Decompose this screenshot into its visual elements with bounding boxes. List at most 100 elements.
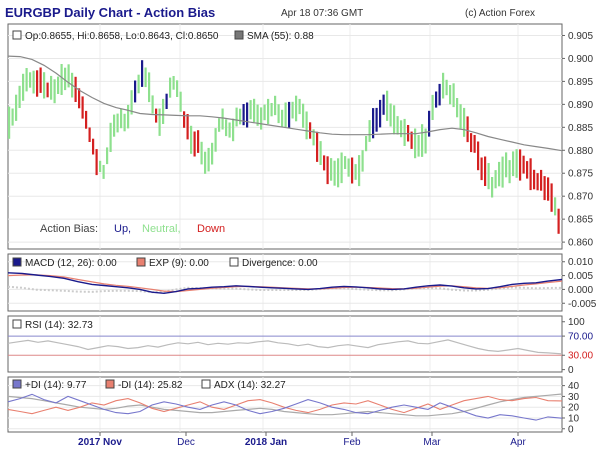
divergence-legend-swatch	[229, 257, 239, 267]
price-bar	[515, 149, 518, 178]
x-tick-label: Mar	[423, 437, 441, 448]
price-bar	[501, 156, 504, 188]
ohlc-legend-swatch	[12, 30, 22, 40]
price-bar	[218, 118, 221, 132]
price-bar	[319, 141, 322, 165]
price-bar	[291, 101, 294, 119]
price-bar	[25, 68, 28, 92]
price-bar	[15, 94, 18, 121]
price-bar	[148, 72, 151, 103]
price-bar	[193, 131, 196, 157]
price-bar	[424, 128, 427, 154]
price-bar	[246, 102, 249, 128]
price-bar	[536, 173, 539, 191]
price-bar	[130, 90, 133, 115]
price-bar	[333, 160, 336, 186]
price-bar	[207, 147, 210, 172]
price-bar	[375, 107, 378, 132]
price-bar	[466, 116, 469, 143]
price-bar	[53, 79, 56, 104]
y-tick-label: 0.885	[568, 123, 593, 134]
y-tick-label: 0.860	[568, 238, 593, 249]
price-bar	[442, 72, 445, 99]
price-bar	[487, 163, 490, 190]
price-bar	[172, 76, 175, 90]
price-bar	[60, 64, 63, 95]
price-panel-frame	[7, 23, 563, 250]
price-bar	[116, 113, 119, 133]
chart-brand: (c) Action Forex	[465, 8, 535, 19]
price-bar	[123, 113, 126, 132]
price-bar	[221, 108, 224, 130]
price-bar	[529, 158, 532, 191]
price-bar	[134, 80, 137, 103]
price-bar	[253, 98, 256, 123]
y-tick-label: 0.905	[568, 31, 593, 42]
price-bar	[239, 108, 242, 125]
price-bar	[302, 103, 305, 128]
price-bar	[298, 98, 301, 115]
price-bar	[270, 103, 273, 117]
y-tick-label: 40	[568, 381, 580, 392]
price-bar	[22, 73, 25, 101]
price-bar	[526, 161, 529, 179]
price-bar	[197, 130, 200, 153]
adx-line	[7, 393, 563, 417]
price-bar	[281, 109, 284, 127]
y-tick-label: -0.005	[568, 299, 597, 310]
price-bar	[428, 110, 431, 137]
y-tick-label: 0.865	[568, 215, 593, 226]
price-bar	[256, 104, 259, 126]
x-axis: 2017 Nov Dec 2018 Jan Feb Mar Apr	[78, 432, 526, 448]
price-bar	[382, 94, 385, 115]
chart-timestamp: Apr 18 07:36 GMT	[281, 8, 363, 19]
price-bar	[176, 80, 179, 97]
price-bar	[368, 120, 371, 142]
y-tick-label: 0.005	[568, 271, 593, 282]
rsi-panel: 100 70.00 30.00 0 RSI (14): 32.73	[7, 315, 593, 376]
price-bar	[445, 79, 448, 96]
minus-di-label: -DI (14): 25.82	[118, 380, 183, 391]
price-bar	[337, 158, 340, 188]
price-bar	[351, 157, 354, 184]
price-bar	[64, 67, 67, 91]
macd-gridlines	[8, 254, 562, 311]
price-bar	[85, 110, 88, 129]
y-tick-label: 10	[568, 413, 580, 424]
price-bar	[557, 208, 560, 234]
rsi-legend-swatch	[12, 319, 22, 329]
macd-label: MACD (12, 26): 0.00	[25, 258, 117, 269]
price-bar	[522, 155, 525, 174]
price-bar	[484, 156, 487, 186]
price-bar	[358, 155, 361, 187]
x-tick-label: Apr	[510, 437, 526, 448]
action-bias-up: Up,	[114, 223, 131, 235]
price-bar	[11, 108, 14, 126]
sma-line	[7, 55, 563, 152]
macd-y-axis: 0.010 0.005 0.000 -0.005	[562, 257, 597, 310]
y-tick-label: 100	[568, 317, 585, 328]
chart-title: EURGBP Daily Chart - Action Bias	[5, 5, 215, 20]
price-bar	[39, 67, 42, 93]
price-bar	[421, 124, 424, 157]
minus-di-legend-swatch	[105, 379, 115, 389]
price-bar	[459, 104, 462, 129]
macd-panel: 0.010 0.005 0.000 -0.005 MACD (12, 26): 0.0…	[7, 253, 597, 312]
divergence-label: Divergence: 0.00	[242, 258, 318, 269]
price-bar	[316, 131, 319, 162]
price-bar	[78, 88, 81, 109]
rsi-label: RSI (14): 32.73	[25, 320, 93, 331]
price-bar	[144, 67, 147, 88]
y-tick-label: 0.890	[568, 100, 593, 111]
price-bar	[109, 122, 112, 152]
price-bar	[288, 101, 291, 129]
price-bar	[438, 83, 441, 106]
price-bar	[92, 138, 95, 155]
action-bias-down: Down	[197, 223, 225, 235]
price-bar	[141, 60, 144, 87]
price-bar	[232, 118, 235, 142]
price-bar	[29, 72, 32, 88]
sma-legend-swatch	[234, 30, 244, 40]
price-bar	[554, 197, 557, 216]
